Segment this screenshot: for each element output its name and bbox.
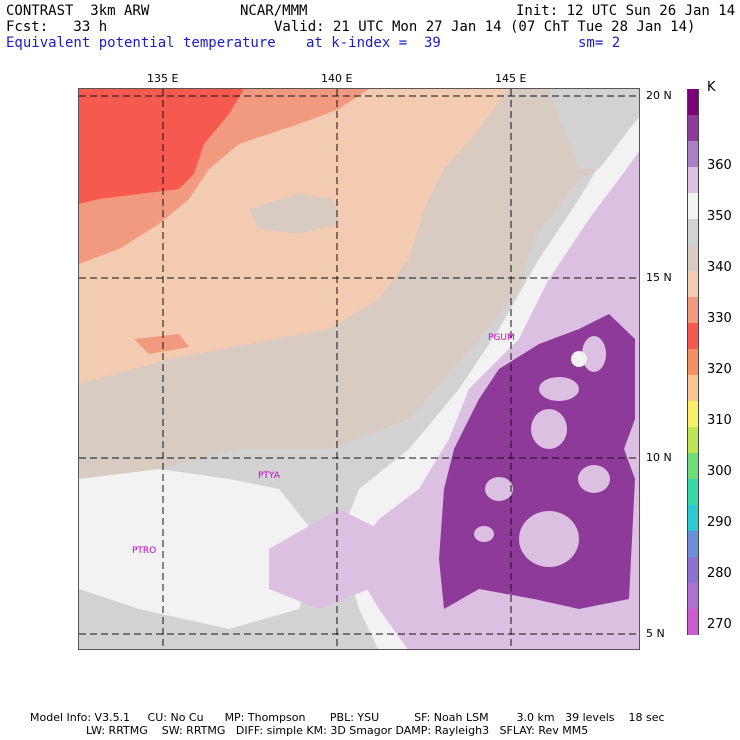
station-ptya: PTYA bbox=[258, 471, 280, 481]
colorbar-swatch bbox=[687, 193, 699, 219]
field-hole-7 bbox=[571, 351, 587, 367]
colorbar-swatch bbox=[687, 557, 699, 583]
lat-label-5: 5 N bbox=[646, 627, 665, 640]
colorbar-label: 280 bbox=[707, 566, 732, 581]
org-label: NCAR/MMM bbox=[240, 3, 308, 19]
colorbar-swatch bbox=[687, 427, 699, 453]
footer-model-info: Model Info: V3.5.1 CU: No Cu MP: Thompso… bbox=[30, 711, 665, 724]
colorbar-label: 350 bbox=[707, 209, 732, 224]
field-patch-335 bbox=[134, 334, 189, 354]
colorbar-label: 310 bbox=[707, 413, 732, 428]
lon-label-135: 135 E bbox=[147, 72, 179, 85]
colorbar-swatch bbox=[687, 505, 699, 531]
field-hole-4 bbox=[485, 477, 513, 501]
lon-label-145: 145 E bbox=[495, 72, 527, 85]
field-patch-360-west bbox=[79, 469, 319, 629]
field-hole-6 bbox=[578, 465, 610, 493]
colorbar-swatch bbox=[687, 271, 699, 297]
colorbar-swatch bbox=[687, 583, 699, 609]
colorbar-swatch bbox=[687, 89, 699, 115]
colorbar-swatch bbox=[687, 531, 699, 557]
station-ptro: PTRO bbox=[132, 546, 157, 556]
field-patch-345 bbox=[249, 194, 339, 234]
colorbar bbox=[687, 89, 699, 635]
colorbar-swatch bbox=[687, 375, 699, 401]
lat-label-10: 10 N bbox=[646, 451, 672, 464]
colorbar-swatch bbox=[687, 245, 699, 271]
valid-time: Valid: 21 UTC Mon 27 Jan 14 (07 ChT Tue … bbox=[274, 19, 696, 35]
model-title: CONTRAST 3km ARW bbox=[6, 3, 150, 19]
station-pgum: PGUM bbox=[488, 333, 515, 343]
colorbar-unit: K bbox=[707, 80, 716, 95]
colorbar-swatch bbox=[687, 115, 699, 141]
colorbar-label: 340 bbox=[707, 260, 732, 275]
colorbar-swatch bbox=[687, 219, 699, 245]
smoothing-label: sm= 2 bbox=[578, 35, 621, 51]
field-hole-2 bbox=[582, 336, 606, 372]
colorbar-label: 330 bbox=[707, 311, 732, 326]
colorbar-label: 300 bbox=[707, 464, 732, 479]
theta-e-field bbox=[79, 89, 639, 649]
field-fill-330 bbox=[79, 89, 244, 204]
field-hole-8 bbox=[474, 526, 494, 542]
forecast-hour: Fcst: 33 h bbox=[6, 19, 108, 35]
colorbar-swatch bbox=[687, 141, 699, 167]
map-panel bbox=[78, 88, 640, 650]
lat-label-20: 20 N bbox=[646, 89, 672, 102]
lon-label-140: 140 E bbox=[321, 72, 353, 85]
grid-lines bbox=[79, 89, 639, 649]
field-patch-350-ne bbox=[549, 89, 639, 169]
field-name: Equivalent potential temperature bbox=[6, 35, 276, 51]
colorbar-label: 290 bbox=[707, 515, 732, 530]
field-hole-5 bbox=[519, 511, 579, 567]
colorbar-swatch bbox=[687, 479, 699, 505]
field-hole-3 bbox=[531, 409, 567, 449]
colorbar-label: 360 bbox=[707, 158, 732, 173]
colorbar-swatch bbox=[687, 453, 699, 479]
colorbar-swatch bbox=[687, 349, 699, 375]
field-patch-365-west bbox=[269, 509, 379, 609]
init-time: Init: 12 UTC Sun 26 Jan 14 bbox=[516, 3, 736, 19]
lat-label-15: 15 N bbox=[646, 271, 672, 284]
colorbar-swatch bbox=[687, 609, 699, 635]
colorbar-swatch bbox=[687, 297, 699, 323]
footer-physics-info: LW: RRTMG SW: RRTMG DIFF: simple KM: 3D … bbox=[86, 724, 589, 737]
colorbar-label: 270 bbox=[707, 617, 732, 632]
colorbar-label: 320 bbox=[707, 362, 732, 377]
level-index: at k-index = 39 bbox=[306, 35, 441, 51]
colorbar-swatch bbox=[687, 323, 699, 349]
field-hole-1 bbox=[539, 377, 579, 401]
colorbar-swatch bbox=[687, 167, 699, 193]
colorbar-swatch bbox=[687, 401, 699, 427]
